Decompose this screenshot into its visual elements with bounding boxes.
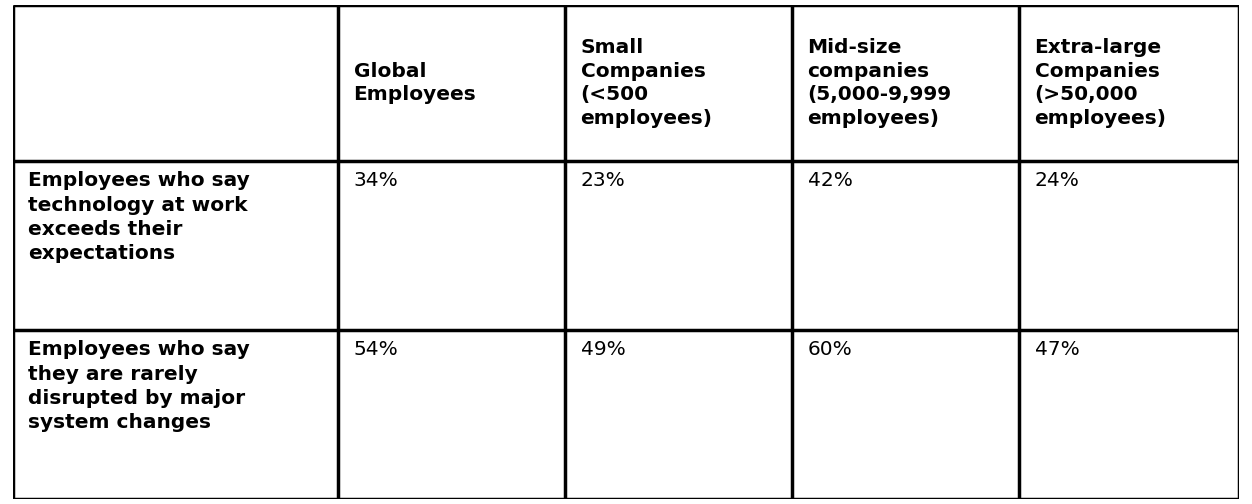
Text: 42%: 42% bbox=[808, 171, 853, 191]
Text: 54%: 54% bbox=[353, 340, 398, 359]
Text: Small
Companies
(<500
employees): Small Companies (<500 employees) bbox=[581, 38, 712, 128]
Text: Mid-size
companies
(5,000-9,999
employees): Mid-size companies (5,000-9,999 employee… bbox=[808, 38, 952, 128]
Text: 23%: 23% bbox=[581, 171, 625, 191]
Text: 24%: 24% bbox=[1034, 171, 1079, 191]
Text: 47%: 47% bbox=[1034, 340, 1079, 359]
Text: Global
Employees: Global Employees bbox=[353, 61, 476, 104]
Text: 34%: 34% bbox=[353, 171, 398, 191]
Text: 49%: 49% bbox=[581, 340, 625, 359]
Text: Employees who say
technology at work
exceeds their
expectations: Employees who say technology at work exc… bbox=[29, 171, 250, 263]
Text: 60%: 60% bbox=[808, 340, 853, 359]
Text: Extra-large
Companies
(>50,000
employees): Extra-large Companies (>50,000 employees… bbox=[1034, 38, 1167, 128]
Text: Employees who say
they are rarely
disrupted by major
system changes: Employees who say they are rarely disrup… bbox=[29, 340, 250, 432]
